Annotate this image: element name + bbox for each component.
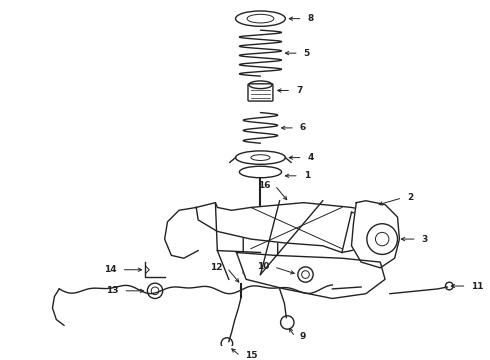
Text: 7: 7 [296,86,302,95]
Text: 2: 2 [407,193,414,202]
Text: 15: 15 [245,351,258,360]
Polygon shape [237,252,385,298]
Text: 14: 14 [104,265,117,274]
Text: 1: 1 [304,171,310,180]
Text: 13: 13 [106,286,119,295]
Text: 6: 6 [300,123,306,132]
Text: 3: 3 [421,235,428,244]
Polygon shape [351,201,399,268]
Text: 9: 9 [300,332,306,341]
Text: 16: 16 [258,181,270,190]
Text: 12: 12 [210,263,222,272]
Text: 4: 4 [307,153,314,162]
Text: 10: 10 [257,262,269,271]
Polygon shape [196,203,380,252]
Text: 5: 5 [304,49,310,58]
Text: 8: 8 [307,14,314,23]
Text: 11: 11 [471,282,484,291]
